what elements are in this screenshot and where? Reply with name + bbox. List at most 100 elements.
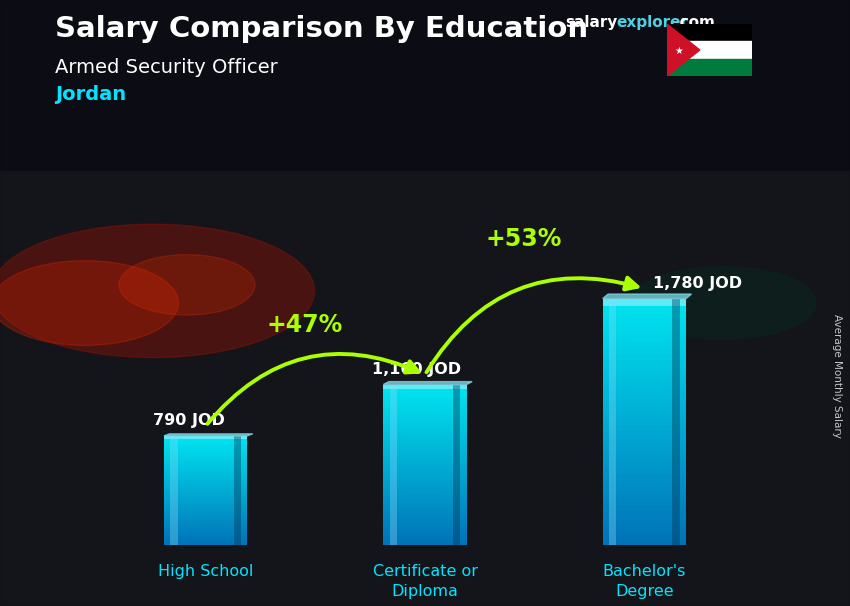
Bar <box>164 511 247 513</box>
Bar <box>603 388 686 391</box>
Bar <box>667 59 752 76</box>
Bar <box>164 470 247 471</box>
Bar <box>383 465 467 467</box>
Bar <box>383 443 467 445</box>
Bar <box>164 455 247 456</box>
Bar <box>164 440 247 441</box>
Bar <box>603 407 686 410</box>
Bar <box>164 515 247 517</box>
Bar <box>603 391 686 394</box>
Bar <box>383 527 467 529</box>
Bar <box>164 513 247 514</box>
Bar <box>383 439 467 441</box>
Bar <box>603 410 686 413</box>
Bar <box>0 170 850 606</box>
Bar <box>603 493 686 496</box>
Bar <box>234 436 241 545</box>
Bar <box>383 501 467 503</box>
Bar <box>383 411 467 413</box>
Bar <box>603 444 686 447</box>
Bar <box>164 468 247 470</box>
Bar <box>603 308 686 311</box>
Bar <box>383 519 467 521</box>
Bar <box>383 387 467 388</box>
Bar <box>603 450 686 453</box>
Text: .com: .com <box>674 15 715 30</box>
Bar <box>383 390 467 393</box>
Bar <box>164 493 247 494</box>
Bar <box>603 354 686 357</box>
Text: Salary Comparison By Education: Salary Comparison By Education <box>55 15 588 43</box>
Bar <box>603 326 686 330</box>
Bar <box>603 527 686 530</box>
Bar <box>164 485 247 487</box>
Ellipse shape <box>119 255 255 315</box>
Bar <box>603 404 686 407</box>
Bar <box>603 496 686 499</box>
Bar <box>603 441 686 444</box>
Bar <box>164 463 247 465</box>
Bar <box>603 401 686 404</box>
Bar <box>383 529 467 531</box>
Bar <box>383 485 467 487</box>
Bar <box>383 417 467 419</box>
Bar <box>603 499 686 502</box>
Bar <box>603 435 686 438</box>
Bar <box>164 542 247 544</box>
Polygon shape <box>603 294 692 299</box>
Bar <box>383 415 467 417</box>
Bar <box>164 487 247 488</box>
Bar <box>603 490 686 493</box>
Bar <box>164 441 247 442</box>
Bar <box>603 508 686 511</box>
Bar <box>603 502 686 505</box>
Bar <box>383 497 467 499</box>
Bar <box>383 429 467 431</box>
Bar <box>603 521 686 524</box>
Ellipse shape <box>629 267 816 339</box>
Bar <box>164 525 247 526</box>
Bar <box>383 531 467 533</box>
Bar <box>164 476 247 477</box>
Bar <box>164 530 247 531</box>
Bar <box>383 535 467 538</box>
Bar <box>383 447 467 449</box>
Bar <box>164 459 247 461</box>
Text: Jordan: Jordan <box>55 85 127 104</box>
Bar <box>164 450 247 451</box>
Bar <box>603 299 686 302</box>
Bar <box>164 482 247 484</box>
Text: Armed Security Officer: Armed Security Officer <box>55 58 278 76</box>
Bar <box>164 456 247 458</box>
Bar <box>164 477 247 478</box>
Text: +53%: +53% <box>485 227 562 251</box>
Bar <box>383 396 467 399</box>
Bar <box>603 323 686 326</box>
Bar <box>383 407 467 408</box>
Bar <box>164 494 247 496</box>
Bar <box>164 531 247 533</box>
Bar <box>603 462 686 465</box>
Bar <box>164 534 247 536</box>
Bar <box>603 302 686 305</box>
Bar <box>383 427 467 429</box>
Bar <box>383 533 467 535</box>
Bar <box>389 384 397 545</box>
Text: 1,160 JOD: 1,160 JOD <box>372 362 462 377</box>
Bar <box>609 299 616 545</box>
Bar <box>603 357 686 360</box>
Bar <box>383 455 467 457</box>
Bar <box>383 487 467 489</box>
Bar <box>383 539 467 541</box>
Bar <box>603 345 686 348</box>
Bar <box>164 489 247 491</box>
Bar <box>383 413 467 415</box>
Bar <box>603 530 686 533</box>
Bar <box>603 428 686 431</box>
Bar <box>603 379 686 382</box>
Bar <box>383 451 467 453</box>
Bar <box>383 433 467 435</box>
Bar <box>383 491 467 493</box>
Bar <box>164 536 247 537</box>
Bar <box>383 405 467 407</box>
